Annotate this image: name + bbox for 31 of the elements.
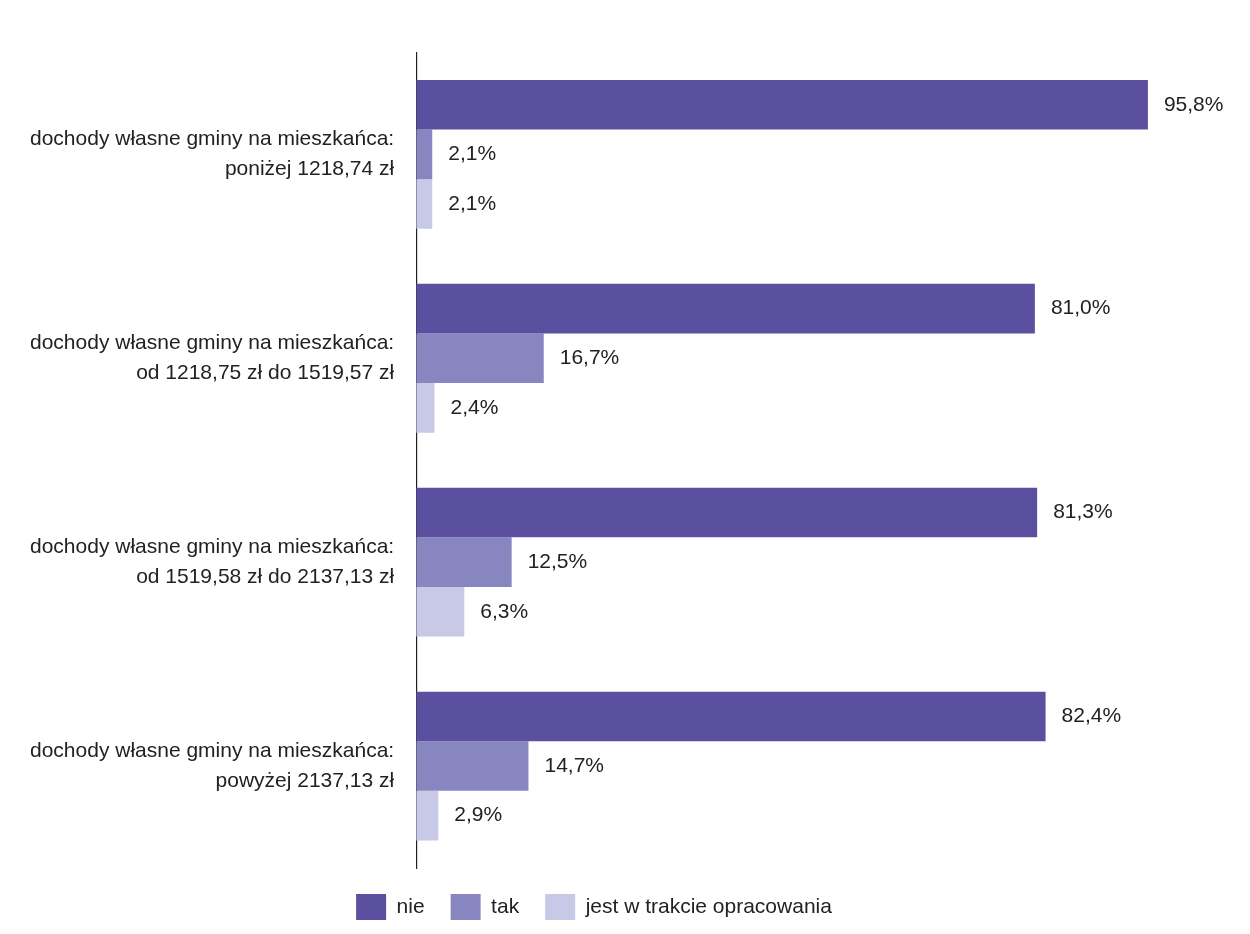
- bar: [416, 487, 1038, 538]
- bar: [416, 333, 544, 384]
- data-label: 2,1%: [448, 141, 497, 165]
- y-tick-label: dochody własne gminy na mieszkańca: powyżej 2137,13 zł: [29, 737, 395, 792]
- legend-label: jest w trakcie opracowania: [584, 893, 833, 917]
- y-tick-label: dochody własne gminy na mieszkańca: poniżej 1218,74 zł: [29, 125, 395, 180]
- data-label: 95,8%: [1163, 91, 1224, 115]
- y-tick-label: dochody własne gminy na mieszkańca: od 1519,58 zł do 2137,13 zł: [29, 533, 395, 588]
- data-label: 81,3%: [1053, 499, 1113, 523]
- bar: [416, 741, 529, 791]
- data-label: 6,3%: [480, 598, 529, 622]
- data-label: 82,4%: [1061, 703, 1122, 727]
- bar: [416, 283, 1035, 334]
- data-label: 2,9%: [454, 802, 503, 826]
- data-label: 12,5%: [527, 548, 588, 572]
- bar: [416, 179, 433, 229]
- legend-label: tak: [491, 893, 520, 917]
- bar: [416, 79, 1148, 130]
- data-label: 81,0%: [1050, 295, 1111, 319]
- bar: [416, 586, 465, 637]
- bar: [416, 383, 435, 433]
- y-tick-label: dochody własne gminy na mieszkańca: od 1218,75 zł do 1519,57 zł: [29, 329, 395, 384]
- bar: [416, 129, 433, 180]
- data-label: 2,1%: [448, 190, 497, 214]
- bar: [416, 691, 1046, 742]
- legend-label: nie: [396, 893, 425, 917]
- data-label: 2,4%: [450, 394, 499, 418]
- bar: [416, 790, 439, 841]
- data-label: 16,7%: [559, 345, 620, 369]
- bar: [416, 537, 512, 587]
- data-label: 14,7%: [544, 752, 605, 776]
